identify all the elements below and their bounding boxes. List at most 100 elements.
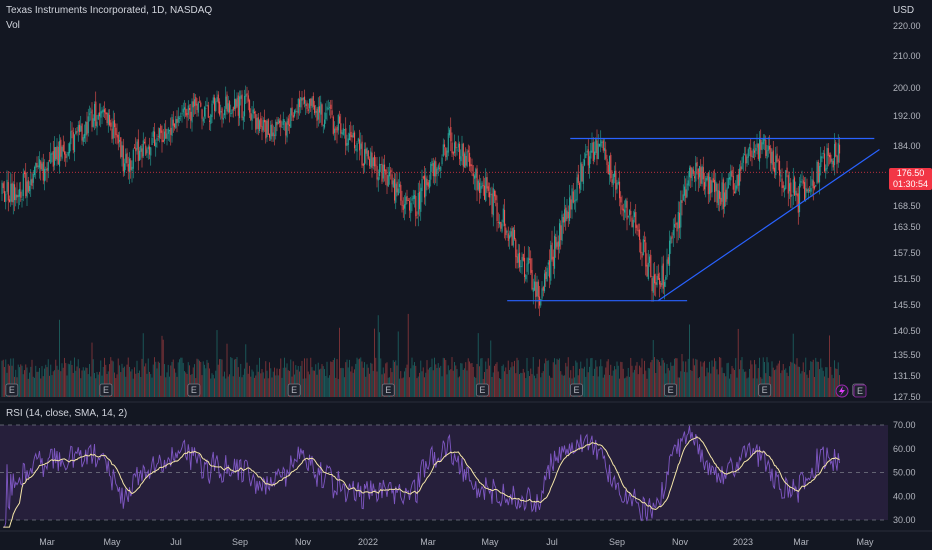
candle-body bbox=[189, 107, 191, 111]
candle-body bbox=[226, 94, 228, 112]
candle-body bbox=[370, 151, 372, 168]
candle-body bbox=[522, 254, 524, 261]
volume-bar bbox=[656, 359, 658, 397]
candle-body bbox=[670, 237, 672, 244]
volume-bar bbox=[549, 375, 550, 397]
volume-bar bbox=[166, 372, 168, 397]
candle-body bbox=[271, 123, 273, 137]
volume-bar bbox=[654, 357, 655, 397]
volume-bar bbox=[426, 360, 428, 397]
volume-bar bbox=[746, 378, 748, 397]
volume-bar bbox=[214, 378, 215, 397]
volume-bar bbox=[666, 364, 668, 397]
volume-bar bbox=[151, 377, 153, 397]
volume-bar bbox=[284, 357, 285, 397]
candle-body bbox=[704, 182, 706, 190]
volume-bar bbox=[735, 358, 737, 397]
volume-bar bbox=[487, 358, 489, 397]
candle-body bbox=[279, 120, 281, 124]
volume-bar bbox=[450, 369, 452, 397]
volume-bar bbox=[302, 378, 304, 397]
candle-body bbox=[550, 245, 552, 281]
candle-body bbox=[402, 205, 404, 210]
volume-bar bbox=[639, 365, 640, 397]
volume-bar bbox=[104, 357, 105, 397]
candle-body bbox=[495, 194, 497, 201]
candle-body bbox=[284, 120, 286, 122]
volume-bar bbox=[701, 366, 703, 397]
candle-body bbox=[349, 133, 351, 141]
volume-bar bbox=[135, 373, 137, 397]
candle-body bbox=[790, 182, 792, 197]
volume-bar bbox=[499, 378, 500, 397]
volume-bar bbox=[105, 364, 107, 397]
volume-bar bbox=[615, 369, 617, 397]
candle-body bbox=[529, 258, 531, 260]
volume-bar bbox=[254, 377, 255, 397]
candle-body bbox=[295, 111, 297, 112]
candle-body bbox=[64, 151, 66, 155]
candle-body bbox=[650, 254, 652, 278]
volume-bar bbox=[231, 358, 233, 397]
candle-body bbox=[280, 120, 282, 128]
candle-body bbox=[212, 97, 214, 103]
volume-bar bbox=[622, 368, 624, 397]
volume-bar bbox=[314, 370, 315, 397]
candle-body bbox=[289, 124, 291, 127]
candle-body bbox=[17, 194, 19, 198]
volume-bar bbox=[646, 378, 648, 397]
volume-bar bbox=[590, 358, 592, 397]
candle-body bbox=[266, 121, 268, 138]
earnings-icon bbox=[5, 383, 19, 397]
volume-bar bbox=[60, 371, 62, 397]
volume-bar bbox=[379, 332, 380, 397]
volume-bar bbox=[696, 359, 698, 397]
volume-bar bbox=[565, 362, 567, 397]
volume-bar bbox=[297, 366, 299, 397]
volume-bar bbox=[80, 378, 82, 397]
volume-bar bbox=[36, 371, 38, 397]
volume-bar bbox=[102, 367, 104, 397]
candle-body bbox=[714, 179, 716, 193]
rsi-indicator-title[interactable]: RSI (14, close, SMA, 14, 2) bbox=[6, 408, 128, 419]
candle-body bbox=[451, 142, 453, 154]
volume-bar bbox=[394, 361, 395, 397]
volume-bar bbox=[775, 369, 777, 397]
time-axis-tick: Jul bbox=[170, 537, 182, 547]
candle-body bbox=[455, 141, 457, 149]
candle-body bbox=[612, 173, 614, 185]
volume-bar bbox=[112, 361, 114, 397]
candle-body bbox=[792, 179, 794, 193]
volume-bar bbox=[789, 366, 790, 397]
candle-body bbox=[150, 147, 152, 156]
candle-body bbox=[362, 163, 364, 166]
earnings-label: E bbox=[668, 385, 674, 395]
volume-bar bbox=[512, 366, 514, 397]
candle-body bbox=[401, 200, 403, 206]
candle-body bbox=[262, 120, 264, 131]
candle-body bbox=[630, 210, 632, 215]
candle-body bbox=[290, 108, 292, 128]
candle-body bbox=[29, 185, 31, 191]
volume-bar bbox=[395, 360, 397, 397]
candle-body bbox=[350, 131, 352, 138]
candle-body bbox=[540, 299, 542, 306]
candle-body bbox=[351, 135, 353, 138]
candle-body bbox=[756, 143, 758, 148]
price-axis-tick: 192.00 bbox=[893, 111, 921, 121]
candle-body bbox=[735, 185, 737, 193]
volume-bar bbox=[345, 362, 347, 397]
candle-body bbox=[409, 200, 411, 211]
candle-body bbox=[176, 118, 178, 124]
candle-body bbox=[555, 236, 557, 249]
candle-body bbox=[750, 147, 752, 157]
candle-body bbox=[222, 117, 224, 120]
volume-bar bbox=[794, 363, 795, 397]
price-axis-tick: 184.00 bbox=[893, 141, 921, 151]
candle-body bbox=[474, 175, 476, 179]
candle-body bbox=[331, 110, 333, 115]
earnings-icon bbox=[99, 383, 113, 397]
volume-bar bbox=[554, 358, 555, 397]
volume-bar bbox=[31, 359, 33, 397]
